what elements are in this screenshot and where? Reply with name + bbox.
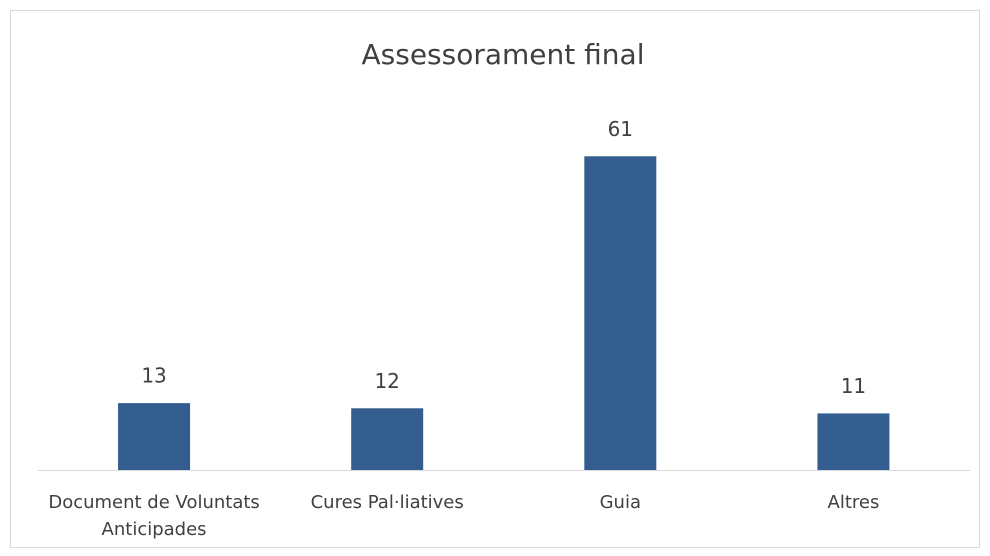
data-label: 61: [608, 117, 633, 141]
bar: [118, 403, 191, 470]
x-tick-label: Document de Voluntats Anticipades: [48, 492, 260, 540]
bar: [817, 413, 890, 470]
data-label: 11: [841, 374, 866, 398]
x-tick-label: Altres: [827, 492, 880, 513]
data-label: 12: [374, 369, 399, 393]
chart-title: Assessorament final: [362, 38, 645, 71]
x-tick-label: Guia: [599, 492, 641, 513]
x-tick-label: Cures Pal·liatives: [310, 492, 464, 513]
bar: [584, 156, 657, 471]
data-label: 13: [141, 364, 166, 388]
bar: [351, 408, 424, 470]
